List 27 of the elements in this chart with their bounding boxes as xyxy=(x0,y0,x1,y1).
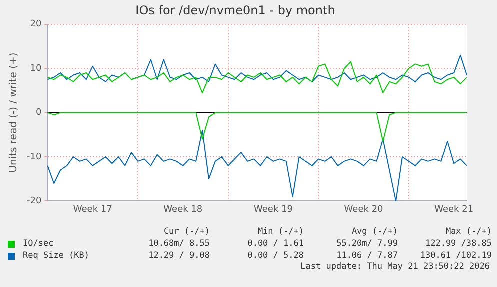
text: Avg (-/+) xyxy=(350,226,399,238)
x-tick-label: Week 18 xyxy=(164,204,203,215)
text: 130.61 /102.19 xyxy=(419,250,493,262)
y-axis-title: Units read (-) / write (+) xyxy=(8,52,20,173)
text: Cur (-/+) xyxy=(162,226,211,238)
x-tick-label: Week 20 xyxy=(344,204,384,215)
y-tick-label: -20 xyxy=(26,196,42,207)
x-tick-label: Week 21 xyxy=(434,204,474,215)
chart-title: IOs for /dev/nvme0n1 - by month xyxy=(136,3,336,18)
text: 0.00 / 5.28 xyxy=(246,250,305,262)
y-tick-label: 10 xyxy=(30,64,42,74)
x-tick-label: Week 17 xyxy=(73,204,112,215)
text: 10.68m/ 8.55 xyxy=(148,238,211,250)
legend-label: IO/sec xyxy=(23,238,54,250)
text: 11.06 / 7.87 xyxy=(336,250,399,262)
text: Max (-/+) xyxy=(444,226,493,238)
y-tick-label: -10 xyxy=(26,152,42,162)
x-tick-label: Week 19 xyxy=(254,204,294,215)
text: Last update: Thu May 21 23:50:22 2026 xyxy=(300,262,490,272)
text: 0.00 / 1.61 xyxy=(246,238,305,250)
legend-label: Req Size (KB) xyxy=(23,250,90,262)
y-tick-label: 20 xyxy=(30,20,42,30)
text: 12.29 / 9.08 xyxy=(148,250,211,262)
text: Min (-/+) xyxy=(256,226,305,238)
y-tick-label: 0 xyxy=(36,108,42,118)
text: 122.99 /38.85 xyxy=(424,238,493,250)
text: 55.20m/ 7.99 xyxy=(336,238,399,250)
